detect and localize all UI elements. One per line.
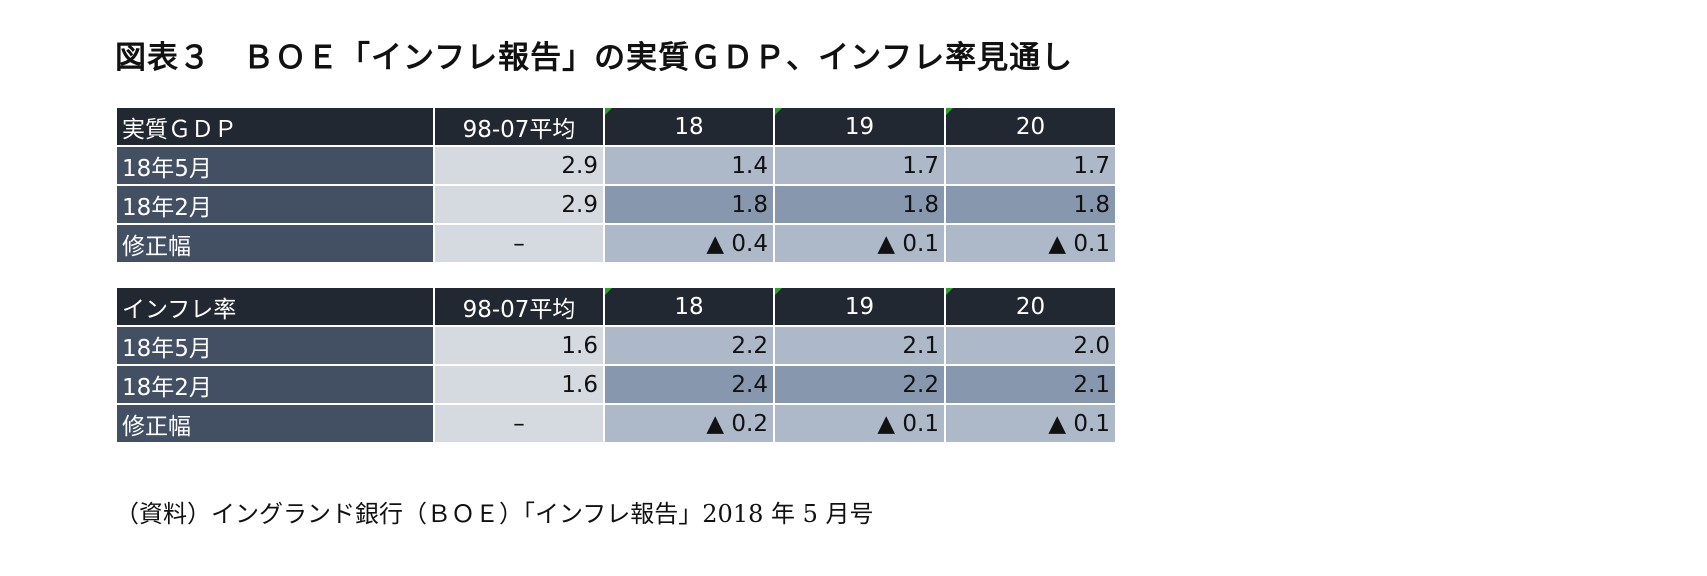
table-row: 修正幅 – ▲ 0.2 ▲ 0.1 ▲ 0.1 — [115, 403, 1117, 444]
table-header-row: 実質ＧＤＰ 98-07平均 18 19 20 — [115, 106, 1117, 147]
table-cell: 2.1 — [773, 325, 946, 366]
table-cell: 1.6 — [433, 325, 605, 366]
inflation-table: インフレ率 98-07平均 18 19 20 18年5月 1.6 2.2 2.1… — [115, 286, 1117, 444]
column-header: 98-07平均 — [433, 286, 605, 327]
row-label: 18年5月 — [115, 325, 435, 366]
corner-marker — [605, 288, 612, 295]
table-cell: ▲ 0.4 — [603, 223, 775, 264]
source-note: （資料）イングランド銀行（ＢＯＥ）「インフレ報告」2018 年 5 月号 — [115, 500, 874, 528]
table-cell: 1.8 — [944, 184, 1117, 225]
table-title-cell: 実質ＧＤＰ — [115, 106, 435, 147]
table-cell: ▲ 0.1 — [773, 223, 946, 264]
table-cell: 2.0 — [944, 325, 1117, 366]
table-cell: 1.7 — [773, 145, 946, 186]
table-cell: 2.2 — [773, 364, 946, 405]
table-cell: ▲ 0.2 — [603, 403, 775, 444]
table-cell: ▲ 0.1 — [944, 223, 1117, 264]
table-header-row: インフレ率 98-07平均 18 19 20 — [115, 286, 1117, 327]
row-label: 18年2月 — [115, 364, 435, 405]
column-header: 98-07平均 — [433, 106, 605, 147]
table-cell: 1.6 — [433, 364, 605, 405]
table-cell: 2.9 — [433, 145, 605, 186]
table-cell: 1.7 — [944, 145, 1117, 186]
corner-marker — [946, 108, 953, 115]
table-cell: 2.2 — [603, 325, 775, 366]
row-label: 18年2月 — [115, 184, 435, 225]
table-cell: 2.1 — [944, 364, 1117, 405]
gdp-table: 実質ＧＤＰ 98-07平均 18 19 20 18年5月 2.9 1.4 1.7… — [115, 106, 1117, 264]
table-cell: 1.8 — [603, 184, 775, 225]
column-header: 19 — [773, 286, 946, 327]
table-row: 18年5月 1.6 2.2 2.1 2.0 — [115, 325, 1117, 366]
table-cell: ▲ 0.1 — [944, 403, 1117, 444]
table-cell: ▲ 0.1 — [773, 403, 946, 444]
row-label: 18年5月 — [115, 145, 435, 186]
corner-marker — [605, 108, 612, 115]
corner-marker — [946, 288, 953, 295]
row-label: 修正幅 — [115, 403, 435, 444]
table-row: 修正幅 – ▲ 0.4 ▲ 0.1 ▲ 0.1 — [115, 223, 1117, 264]
table-cell: 2.9 — [433, 184, 605, 225]
row-label: 修正幅 — [115, 223, 435, 264]
column-header: 19 — [773, 106, 946, 147]
table-cell: 1.4 — [603, 145, 775, 186]
table-cell: – — [433, 223, 605, 264]
corner-marker — [775, 108, 782, 115]
corner-marker — [775, 288, 782, 295]
table-cell: – — [433, 403, 605, 444]
table-title-cell: インフレ率 — [115, 286, 435, 327]
column-header: 18 — [603, 106, 775, 147]
table-row: 18年2月 2.9 1.8 1.8 1.8 — [115, 184, 1117, 225]
page-title: 図表３ ＢＯＥ「インフレ報告」の実質ＧＤＰ、インフレ率見通し — [115, 40, 1074, 76]
column-header: 18 — [603, 286, 775, 327]
column-header: 20 — [944, 286, 1117, 327]
table-cell: 2.4 — [603, 364, 775, 405]
table-cell: 1.8 — [773, 184, 946, 225]
table-row: 18年5月 2.9 1.4 1.7 1.7 — [115, 145, 1117, 186]
table-row: 18年2月 1.6 2.4 2.2 2.1 — [115, 364, 1117, 405]
column-header: 20 — [944, 106, 1117, 147]
